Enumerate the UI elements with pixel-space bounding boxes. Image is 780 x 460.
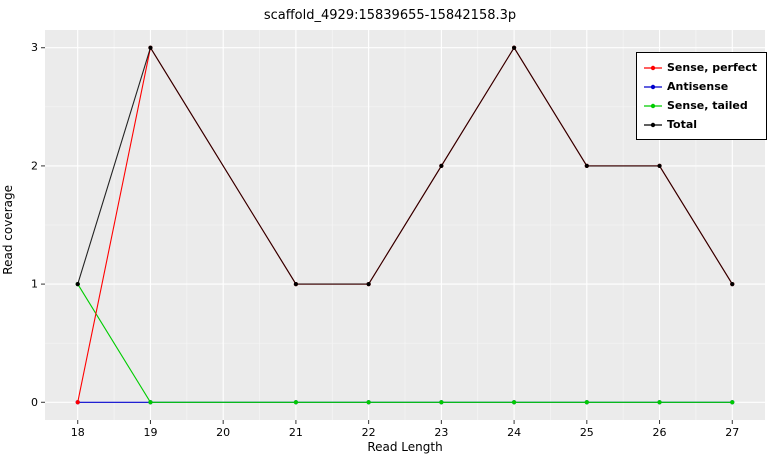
y-tick-label: 1 [31,278,38,291]
legend-marker-icon [643,65,662,70]
data-point [439,163,444,169]
legend-item: Sense, tailed [643,96,757,115]
data-point [584,163,589,169]
x-tick-label: 23 [434,426,448,439]
data-point [75,400,80,405]
y-axis-label-wrap: Read coverage [0,0,16,460]
chart-title: scaffold_4929:15839655-15842158.3p [263,8,517,23]
x-tick-label: 27 [725,426,739,439]
data-point [366,400,371,405]
data-point [366,281,371,287]
legend-marker-icon [643,103,662,108]
legend-label: Antisense [666,80,729,93]
legend-label: Total [666,118,698,131]
legend-marker-icon [643,122,662,127]
data-point [584,400,589,405]
x-tick-label: 21 [289,426,303,439]
data-point [730,281,735,287]
x-tick-label: 18 [71,426,85,439]
x-tick-label: 19 [143,426,157,439]
y-axis-label: Read coverage [1,185,15,275]
y-tick-label: 0 [31,396,38,409]
legend-marker-icon [643,84,662,89]
data-point [511,400,517,405]
data-point [657,400,662,405]
y-tick-label: 2 [31,159,38,172]
data-point [293,281,299,287]
legend: Sense, perfect Antisense Sense, tailed Tota… [635,52,767,140]
data-point [730,400,735,405]
legend-label: Sense, perfect [666,61,757,74]
data-point [75,281,80,287]
legend-item: Total [643,115,757,134]
data-point [657,163,662,169]
data-point [148,45,153,50]
data-point [511,45,517,50]
legend-item: Sense, perfect [643,58,757,77]
x-tick-label: 25 [580,426,594,439]
data-point [293,400,299,405]
data-point [439,400,444,405]
x-tick-label: 24 [507,426,521,439]
x-tick-label: 22 [362,426,376,439]
x-tick-label: 20 [216,426,230,439]
data-point [148,400,153,405]
legend-label: Sense, tailed [666,99,748,112]
x-axis-label: Read Length [367,440,443,454]
x-tick-label: 26 [653,426,667,439]
y-tick-label: 3 [31,41,38,54]
legend-item: Antisense [643,77,757,96]
